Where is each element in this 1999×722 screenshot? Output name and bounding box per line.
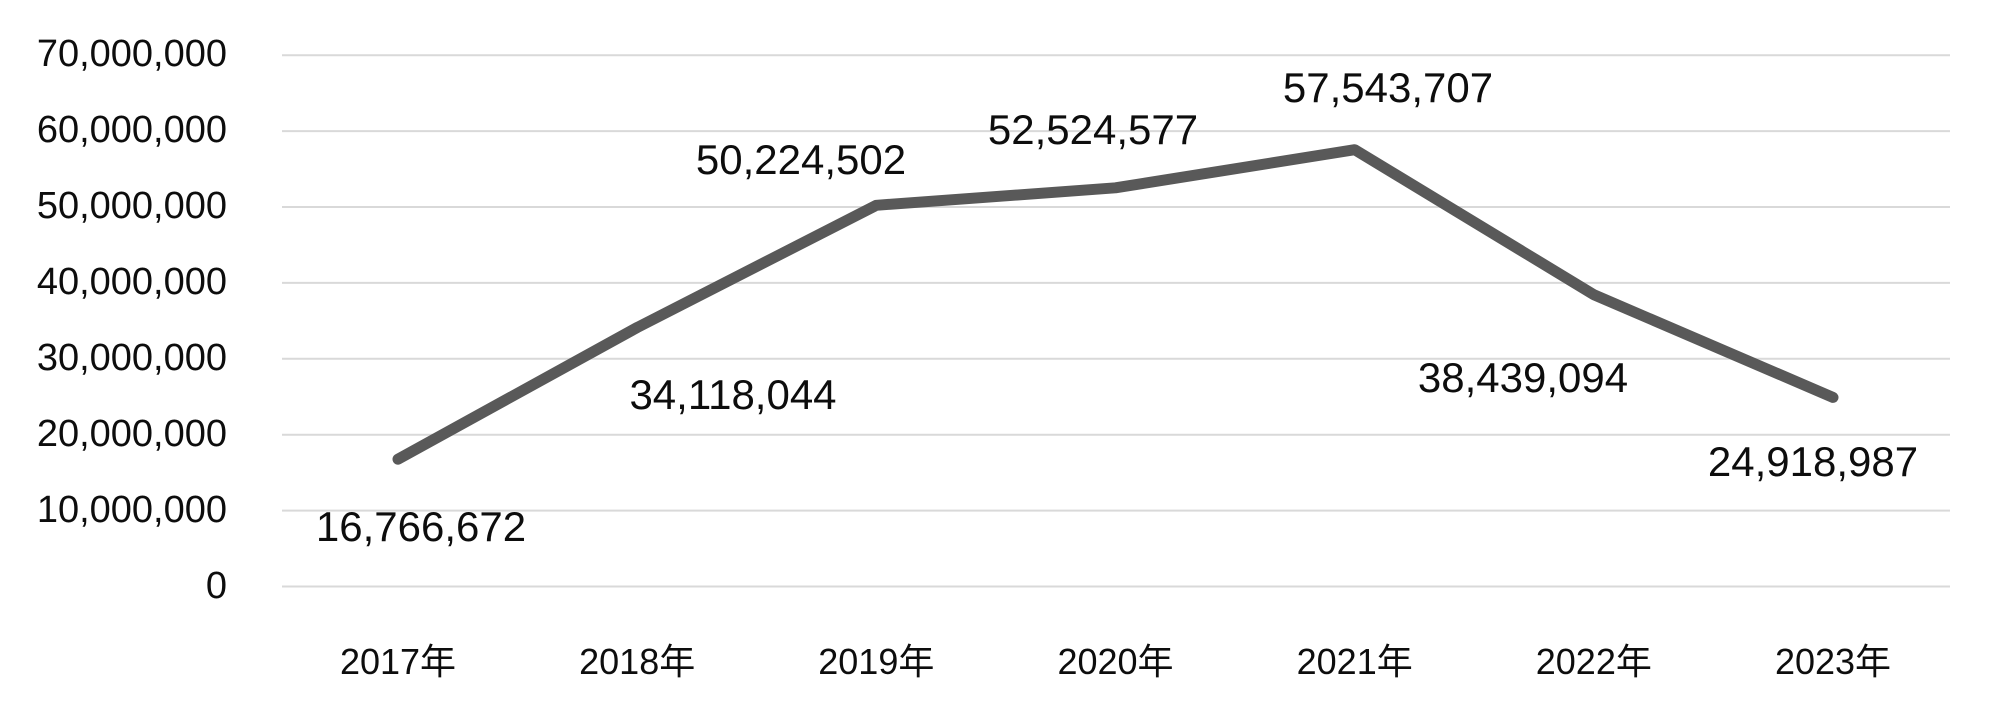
data-label: 24,918,987 [1707, 438, 1919, 485]
x-axis-category-label: 2017年 [339, 641, 457, 682]
data-label: 50,224,502 [695, 136, 907, 183]
y-axis-tick-label: 60,000,000 [36, 109, 227, 152]
data-label: 57,543,707 [1282, 64, 1494, 111]
data-label: 34,118,044 [629, 371, 837, 418]
y-axis-tick-label: 0 [205, 564, 227, 607]
y-axis-tick-label: 30,000,000 [36, 337, 227, 380]
y-axis-tick-label: 70,000,000 [36, 33, 227, 76]
y-axis-tick-label: 20,000,000 [36, 412, 227, 455]
x-axis-category-label: 2018年 [579, 641, 696, 682]
y-axis-tick-label: 10,000,000 [36, 488, 227, 531]
data-label: 16,766,672 [315, 503, 527, 550]
data-label: 52,524,577 [987, 106, 1199, 153]
data-label: 38,439,094 [1417, 354, 1629, 401]
y-axis-tick-label: 40,000,000 [36, 261, 227, 304]
y-axis-tick-label: 50,000,000 [36, 185, 227, 228]
gridlines-group [282, 54, 1950, 588]
x-axis-category-label: 2020年 [1057, 641, 1174, 682]
x-axis-category-label: 2022年 [1535, 641, 1652, 682]
x-axis-category-label: 2021年 [1296, 641, 1413, 682]
x-axis-category-label: 2023年 [1774, 641, 1892, 682]
x-axis-category-label: 2019年 [818, 641, 935, 682]
series-line [392, 144, 1839, 465]
